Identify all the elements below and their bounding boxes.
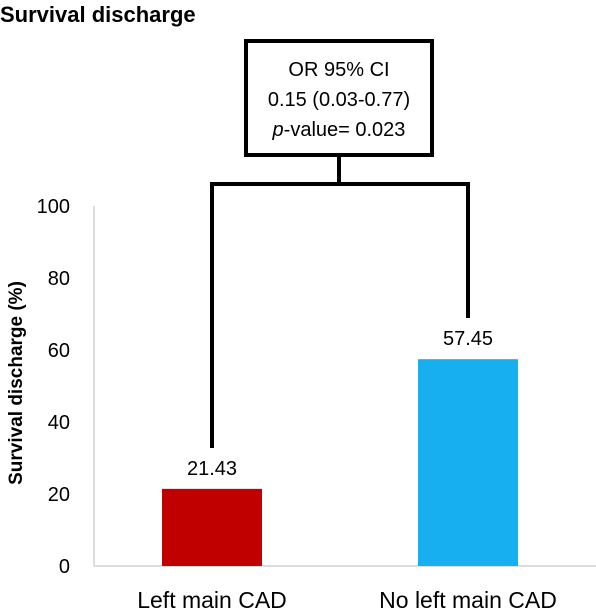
category-label: Left main CAD xyxy=(137,587,287,613)
bar-value-label: 57.45 xyxy=(443,328,493,350)
y-tick-label: 60 xyxy=(48,340,70,362)
category-labels: Left main CAD No left main CAD xyxy=(137,587,557,613)
y-tick-label: 80 xyxy=(48,268,70,290)
bars xyxy=(162,359,518,566)
annotation-frame xyxy=(244,39,434,157)
y-ticks: 0 20 40 60 80 100 xyxy=(37,196,70,578)
annotation-p-value: -value= 0.023 xyxy=(284,119,406,141)
y-tick-label: 0 xyxy=(59,556,70,578)
data-labels: 21.43 57.45 xyxy=(187,328,493,480)
bar xyxy=(162,488,262,566)
bar xyxy=(418,359,518,566)
annotation-p-symbol: p xyxy=(272,119,284,141)
annotation-line-2: 0.15 (0.03-0.77) xyxy=(268,89,410,111)
chart-title: Survival discharge xyxy=(0,2,196,27)
y-tick-label: 40 xyxy=(48,412,70,434)
category-label: No left main CAD xyxy=(379,587,557,613)
y-tick-label: 20 xyxy=(48,484,70,506)
y-axis-label: Survival discharge (%) xyxy=(6,281,27,485)
y-tick-label: 100 xyxy=(37,196,70,218)
annotation-box: OR 95% CI 0.15 (0.03-0.77) p-value= 0.02… xyxy=(244,39,434,157)
annotation-line-3: p-value= 0.023 xyxy=(272,119,406,141)
annotation-line-1: OR 95% CI xyxy=(288,59,389,81)
bar-value-label: 21.43 xyxy=(187,458,237,480)
significance-bracket xyxy=(210,156,470,448)
